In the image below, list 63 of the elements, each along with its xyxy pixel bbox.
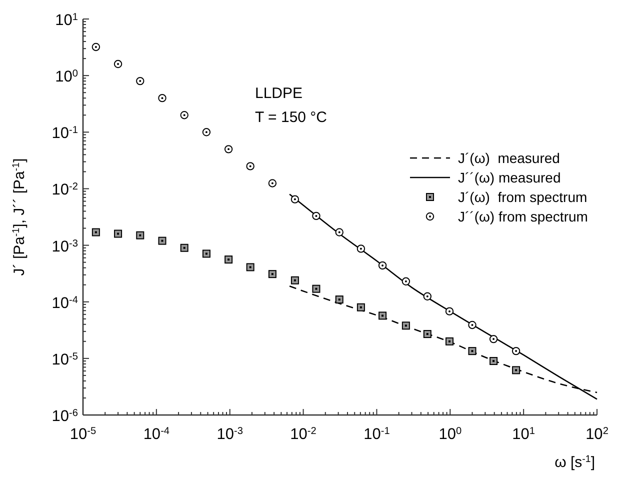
point	[202, 250, 210, 258]
x-tick-label: 10$^{-4}$	[143, 426, 170, 443]
point	[512, 346, 520, 356]
x-tick-label: 10$^{-5}$	[70, 426, 96, 443]
x-tick-label: 10$^{-1}$	[364, 426, 390, 443]
point	[468, 320, 476, 330]
point	[312, 284, 320, 293]
y-tick-label: 10$^{-4}$	[52, 294, 78, 312]
y-tick-label: 10$^{-6}$	[52, 408, 78, 425]
point	[445, 307, 454, 316]
y-tick-label: 10$^{-5}$	[52, 350, 78, 368]
point	[402, 277, 410, 286]
y-tick-label: 10$^{1}$	[55, 12, 78, 29]
legend-label: J´´(ω) measured	[458, 170, 561, 186]
point	[92, 42, 100, 52]
y-tick-label: 10$^{-2}$	[52, 181, 78, 199]
point	[246, 263, 254, 272]
point	[224, 145, 233, 154]
y-tick-label: 10$^{-1}$	[52, 124, 78, 142]
point	[335, 228, 344, 236]
point	[180, 111, 188, 120]
x-tick-label: 10$^{1}$	[512, 426, 536, 443]
x-axis-title: ω [s$^{-1}$]	[554, 454, 595, 471]
point	[335, 296, 344, 304]
point	[202, 128, 211, 136]
point	[423, 292, 432, 300]
point	[356, 303, 365, 312]
point	[246, 162, 254, 170]
legend-label: J´´(ω) from spectrum	[458, 208, 588, 224]
point	[136, 231, 144, 240]
point	[136, 76, 144, 86]
point	[290, 276, 299, 284]
point	[356, 244, 366, 253]
legend-label: J´(ω) measured	[458, 150, 560, 166]
x-tick-label: 10$^{2}$	[586, 426, 609, 443]
point	[468, 347, 476, 356]
x-tick-label: 10$^{0}$	[438, 426, 462, 443]
point	[490, 357, 498, 366]
point	[378, 312, 387, 320]
point	[268, 179, 277, 188]
point	[312, 212, 320, 220]
point	[489, 334, 498, 344]
y-tick-label: 10$^{0}$	[55, 68, 78, 86]
annotation: LLDPE	[255, 85, 303, 102]
point	[378, 261, 387, 270]
point	[446, 337, 454, 346]
point	[180, 244, 188, 252]
legend-label: J´(ω) from spectrum	[458, 189, 588, 205]
y-tick-label: 10$^{-3}$	[52, 238, 78, 256]
point	[158, 236, 166, 245]
x-tick-label: 10$^{-2}$	[290, 426, 317, 443]
point	[114, 230, 122, 238]
point	[224, 256, 233, 264]
point	[268, 270, 276, 278]
point	[423, 330, 432, 338]
x-tick-label: 10$^{-3}$	[216, 426, 244, 443]
point	[512, 366, 520, 374]
point	[290, 195, 300, 204]
point	[402, 322, 410, 330]
point	[114, 60, 122, 68]
point	[92, 228, 100, 236]
point	[158, 94, 166, 102]
annotation: T = 150 °C	[255, 109, 328, 126]
